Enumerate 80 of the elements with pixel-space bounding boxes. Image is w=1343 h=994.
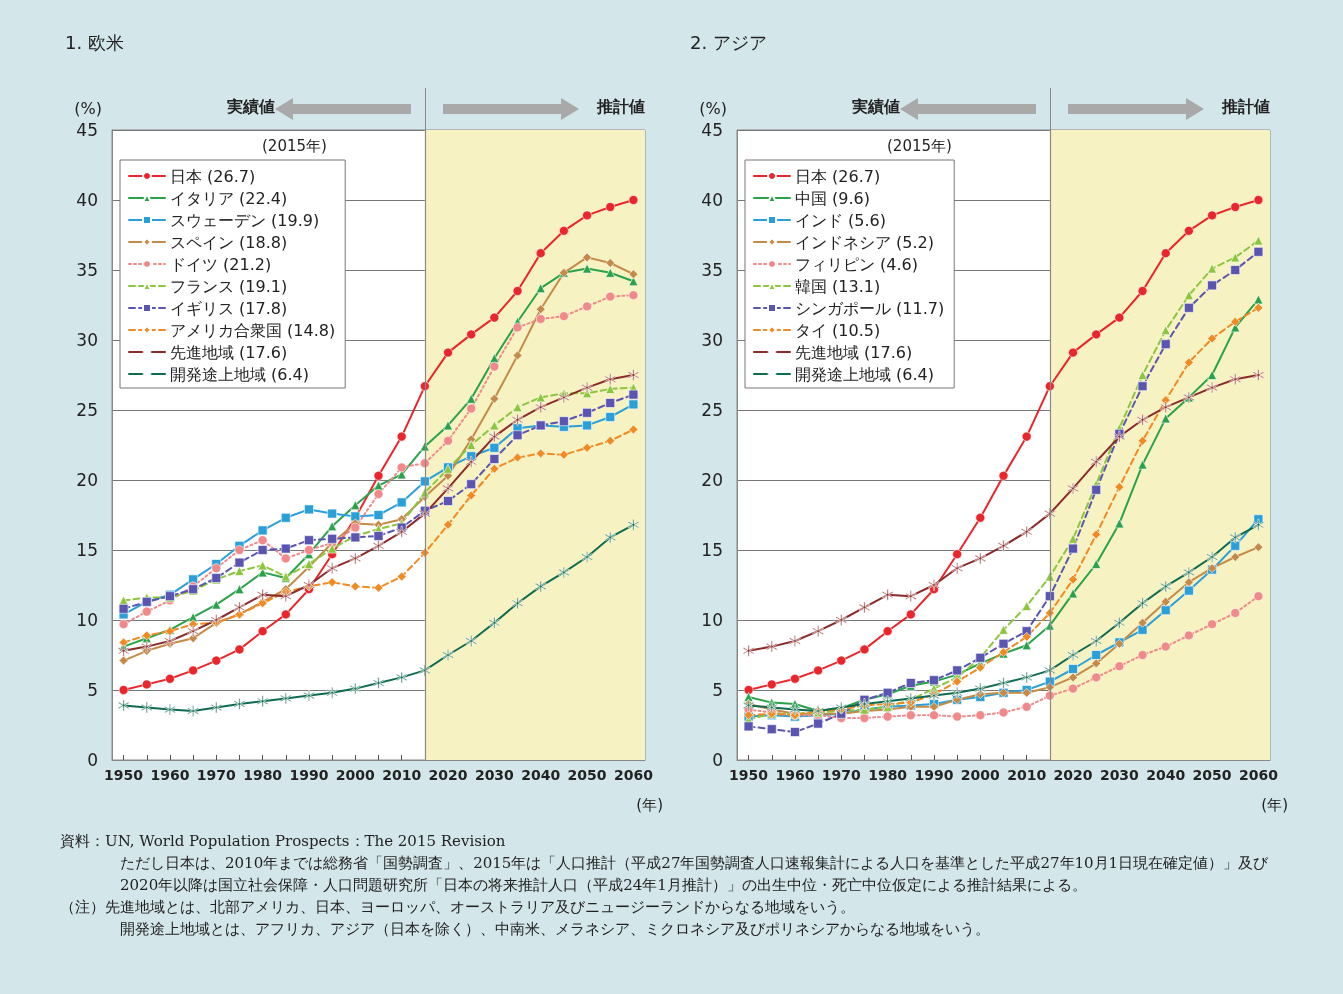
legend-label: 韓国 (13.1) — [795, 276, 881, 296]
text: 推計値 — [597, 97, 645, 118]
y-tick-label: 40 — [701, 190, 723, 210]
legend-label: スウェーデン (19.9) — [170, 210, 320, 230]
x-tick-label: 1970 — [821, 767, 862, 783]
legend-label: スペイン (18.8) — [170, 232, 288, 252]
text: 実績値 — [851, 97, 900, 118]
y-tick-label: 10 — [76, 610, 98, 630]
y-tick-label: 20 — [76, 470, 98, 490]
legend-label: 先進地域 (17.6) — [170, 342, 288, 362]
x-tick-label: 2020 — [428, 767, 468, 783]
y-tick-label: 15 — [76, 540, 98, 560]
y-tick-label: 20 — [701, 470, 723, 490]
text: 開発途上地域とは、アフリカ、アジア（日本を除く）、中南米、メラネシア、ミクロネシア及びポリネシアからなる地域をいう。 — [119, 919, 991, 940]
legend-label: インド (5.6) — [795, 210, 887, 230]
x-tick-label: 1950 — [729, 767, 769, 783]
text: （注）先進地域とは、北部アメリカ、日本、ヨーロッパ、オーストラリア及びニュージーランドからなる地域をいう。 — [60, 897, 856, 918]
legend-label: イタリア (22.4) — [170, 188, 288, 208]
x-tick-label: 1980 — [868, 767, 908, 783]
y-tick-label: 35 — [701, 260, 723, 280]
x-tick-label: 1980 — [243, 767, 283, 783]
x-tick-label: 2000 — [335, 767, 376, 783]
y-tick-label: 30 — [76, 330, 98, 350]
text: 実績値 — [226, 97, 275, 118]
y-tick-label: 0 — [87, 750, 98, 770]
text: ただし日本は、2010年までは総務省「国勢調査」、2015年は「人口推計（平成27年国勢調査人口速報集計による人口を基準とした平成27年10月1日現在確定値）」及び2020年以降は国立社会保障・人口問題研究所「日本の将来推計人口（平成24年1月推計）」の出生中位・死亡中位仮定による推計結果による。 — [119, 853, 1270, 896]
x-tick-label: 2030 — [1099, 767, 1140, 783]
x-tick-label: 1990 — [289, 767, 329, 783]
x-tick-label: 2060 — [613, 767, 654, 783]
x-tick-label: 1990 — [914, 767, 954, 783]
x-tick-label: 1960 — [150, 767, 190, 783]
x-axis-title: (年) — [1261, 795, 1289, 814]
legend-label: フランス (19.1) — [170, 276, 288, 296]
x-tick-label: 2040 — [521, 767, 561, 783]
legend-title: (2015年) — [887, 136, 952, 155]
legend-label: ドイツ (21.2) — [170, 254, 272, 274]
x-tick-label: 2060 — [1238, 767, 1279, 783]
x-tick-label: 2010 — [1007, 767, 1047, 783]
x-tick-label: 1950 — [104, 767, 144, 783]
y-tick-label: 5 — [712, 680, 723, 700]
legend-label: 中国 (9.6) — [795, 188, 871, 208]
legend-label: タイ (10.5) — [795, 320, 881, 340]
y-tick-label: 5 — [87, 680, 98, 700]
legend-label: アメリカ合衆国 (14.8) — [170, 320, 336, 340]
legend-label: フィリピン (4.6) — [795, 254, 919, 274]
y-axis-title: (%) — [74, 98, 102, 118]
y-tick-label: 45 — [701, 120, 723, 140]
y-tick-label: 30 — [701, 330, 723, 350]
legend-label: シンガポール (11.7) — [795, 298, 945, 318]
y-tick-label: 25 — [76, 400, 98, 420]
x-tick-label: 1960 — [775, 767, 815, 783]
y-tick-label: 15 — [701, 540, 723, 560]
legend-label: 開発途上地域 (6.4) — [795, 364, 935, 384]
x-tick-label: 2020 — [1053, 767, 1093, 783]
text: 推計値 — [1222, 97, 1270, 118]
legend-label: インドネシア (5.2) — [795, 232, 935, 252]
y-tick-label: 45 — [76, 120, 98, 140]
chart-title: 1. 欧米 — [65, 31, 124, 53]
y-tick-label: 40 — [76, 190, 98, 210]
x-tick-label: 2050 — [1192, 767, 1232, 783]
legend-title: (2015年) — [262, 136, 327, 155]
y-tick-label: 25 — [701, 400, 723, 420]
y-tick-label: 10 — [701, 610, 723, 630]
x-tick-label: 2050 — [567, 767, 607, 783]
x-tick-label: 2000 — [960, 767, 1001, 783]
x-tick-label: 2030 — [474, 767, 515, 783]
x-tick-label: 2040 — [1146, 767, 1186, 783]
chart-title: 2. アジア — [690, 31, 767, 53]
legend-label: イギリス (17.8) — [170, 298, 288, 318]
legend-label: 日本 (26.7) — [795, 166, 881, 186]
legend-label: 先進地域 (17.6) — [795, 342, 913, 362]
x-tick-label: 1970 — [196, 767, 237, 783]
text: 資料：UN, World Population Prospects：The 2015 Revision — [60, 831, 507, 852]
legend-label: 日本 (26.7) — [170, 166, 256, 186]
legend-label: 開発途上地域 (6.4) — [170, 364, 310, 384]
y-axis-title: (%) — [699, 98, 727, 118]
x-tick-label: 2010 — [382, 767, 422, 783]
y-tick-label: 35 — [76, 260, 98, 280]
x-axis-title: (年) — [636, 795, 664, 814]
y-tick-label: 0 — [712, 750, 723, 770]
